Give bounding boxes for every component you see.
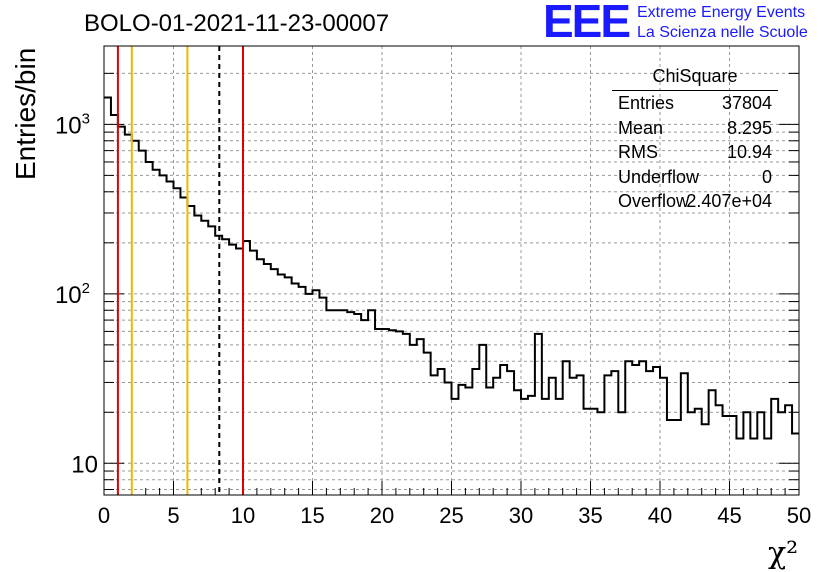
x-axis-label: χ² <box>768 536 799 571</box>
stats-key: Entries <box>618 93 675 113</box>
x-tick-label: 5 <box>167 503 179 528</box>
stats-key: RMS <box>618 142 658 162</box>
stats-value: 2.407e+04 <box>686 191 772 211</box>
stats-title: ChiSquare <box>612 66 778 91</box>
chart-title: BOLO-01-2021-11-23-00007 <box>84 10 390 37</box>
x-tick-label: 15 <box>300 503 324 528</box>
y-tick-label: 102 <box>55 280 90 309</box>
eee-logo: EEE <box>543 0 631 47</box>
stats-key: Overflow <box>618 191 690 211</box>
stats-key: Mean <box>618 117 664 138</box>
x-tick-label: 25 <box>439 503 463 528</box>
x-tick-label: 10 <box>231 503 255 528</box>
x-tick-label: 30 <box>509 503 533 528</box>
histogram-layer <box>104 96 799 440</box>
logo-line-1: Extreme Energy Events <box>637 4 806 21</box>
marker-lines-layer <box>116 46 244 495</box>
y-axis-label: Entries/bin <box>10 47 41 180</box>
stats-row-overflow: Overflow 2.407e+04 <box>612 191 778 216</box>
stats-key: Underflow <box>618 166 700 187</box>
x-tick-label: 20 <box>370 503 394 528</box>
x-tick-label: 35 <box>578 503 602 528</box>
tick-labels-layer: 0 5 10 15 20 25 30 35 40 45 50 10 102 103 <box>55 110 811 528</box>
histogram-series <box>104 96 799 440</box>
x-tick-label: 50 <box>787 503 811 528</box>
x-tick-label: 45 <box>717 503 741 528</box>
stats-value: 10.94 <box>726 142 772 162</box>
stats-row-rms: RMS 10.94 <box>612 142 778 167</box>
stats-row-mean: Mean 8.295 <box>612 118 778 143</box>
stats-value: 8.295 <box>726 117 772 138</box>
x-tick-label: 0 <box>98 503 110 528</box>
y-tick-label: 10 <box>71 451 98 478</box>
ticks-layer <box>103 72 800 495</box>
stats-value: 0 <box>761 166 772 187</box>
stats-value: 37804 <box>721 93 772 113</box>
stats-box: ChiSquare Entries 37804 Mean 8.295 RMS 1… <box>612 66 778 216</box>
logo-line-2: La Scienza nelle Scuole <box>637 24 808 41</box>
stats-row-underflow: Underflow 0 <box>612 167 778 192</box>
x-tick-label: 40 <box>648 503 672 528</box>
stats-row-entries: Entries 37804 <box>612 93 778 118</box>
y-tick-label: 103 <box>55 110 90 139</box>
plot-frame <box>103 45 800 496</box>
